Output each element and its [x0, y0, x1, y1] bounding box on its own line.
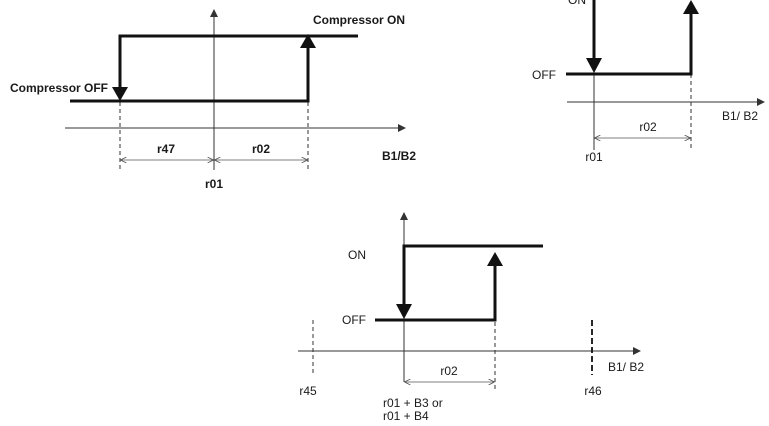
d3-off-label: OFF — [342, 313, 366, 327]
d2-on-label: ON — [568, 0, 586, 7]
d1-off-label: Compressor OFF — [10, 81, 108, 95]
d3-up-arrow-icon — [487, 252, 503, 266]
d3-center-label-1: r01 + B3 or — [383, 396, 443, 410]
d1-off-curve — [70, 48, 310, 103]
d2-up-arrow-icon — [683, 0, 699, 14]
d3-off-curve — [375, 266, 497, 322]
d1-dim-left-label: r47 — [157, 142, 175, 156]
d2-off-label: OFF — [532, 68, 556, 82]
d2-off-curve — [566, 14, 693, 76]
d1-up-arrow-icon — [300, 34, 316, 48]
d3-on-curve — [402, 244, 543, 305]
d1-center-label: r01 — [205, 177, 223, 191]
d3-on-label: ON — [348, 248, 366, 262]
d1-on-curve — [118, 34, 358, 87]
d3-center-label-2: r01 + B4 — [383, 409, 429, 423]
d2-down-arrow-icon — [586, 58, 602, 73]
d2-center-label: r01 — [585, 150, 603, 164]
d3-down-arrow-icon — [396, 304, 412, 319]
d1-x-label: B1/B2 — [382, 149, 416, 163]
diagram-1: Compressor ON Compressor OFF B1/B2 r47 r… — [10, 9, 416, 191]
d3-x-label: B1/ B2 — [608, 360, 644, 374]
d1-on-label: Compressor ON — [313, 13, 405, 27]
d3-left-limit-label: r45 — [299, 384, 317, 398]
d1-dim-right-label: r02 — [252, 142, 270, 156]
d2-dim-label: r02 — [639, 120, 657, 134]
d3-right-limit-label: r46 — [584, 384, 602, 398]
d3-dim-label: r02 — [440, 364, 458, 378]
diagram-3: ON OFF B1/ B2 r02 r45 r46 r01 + B3 or r0… — [298, 212, 644, 423]
d1-down-arrow-icon — [112, 87, 128, 101]
diagram-2: ON OFF B1/ B2 r02 r01 — [532, 0, 765, 164]
d2-x-label: B1/ B2 — [722, 109, 758, 123]
